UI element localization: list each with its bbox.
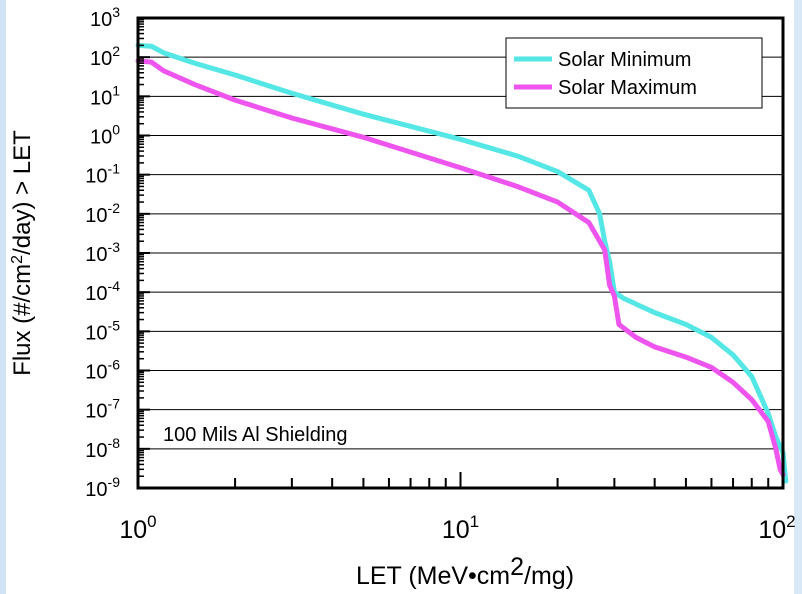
y-tick-label: 10-9	[85, 474, 120, 501]
y-tick-label: 10-6	[85, 357, 120, 384]
series-layer	[135, 42, 789, 484]
y-tick-label: 10-4	[85, 278, 120, 305]
legend-label-solar-min: Solar Minimum	[558, 49, 691, 71]
y-tick-label: 10-5	[85, 317, 120, 344]
legend: Solar Minimum Solar Maximum	[505, 37, 763, 109]
y-tick-label: 103	[90, 4, 120, 31]
y-tick-label: 101	[90, 82, 120, 109]
x-tick-label: 102	[758, 512, 795, 544]
x-tick-label: 100	[119, 512, 156, 544]
ticks	[137, 17, 784, 489]
grid-lines	[138, 56, 783, 450]
tick-labels: 103 102 101 100 10-1 10-2 10-3 10-4 10-5 10-6 10-7…	[85, 4, 795, 544]
y-tick-label: 100	[90, 122, 120, 149]
series-line-0	[135, 42, 789, 484]
annotation-text: 100 Mils Al Shielding	[163, 424, 348, 446]
y-tick-label: 10-1	[85, 161, 120, 188]
left-border	[0, 0, 6, 594]
y-tick-label: 10-3	[85, 239, 120, 266]
series-line-1	[135, 58, 786, 478]
right-border	[794, 0, 802, 594]
y-tick-label: 10-2	[85, 200, 120, 227]
y-tick-label: 10-8	[85, 435, 120, 462]
legend-box	[505, 37, 763, 109]
y-tick-label: 102	[90, 43, 120, 70]
x-tick-label: 101	[442, 512, 479, 544]
y-tick-label: 10-7	[85, 396, 120, 423]
legend-label-solar-max: Solar Maximum	[558, 77, 697, 99]
x-axis-title: LET (MeV•cm2/mg)	[356, 553, 574, 590]
y-axis-title: Flux (#/cm2/day) > LET	[9, 130, 36, 376]
